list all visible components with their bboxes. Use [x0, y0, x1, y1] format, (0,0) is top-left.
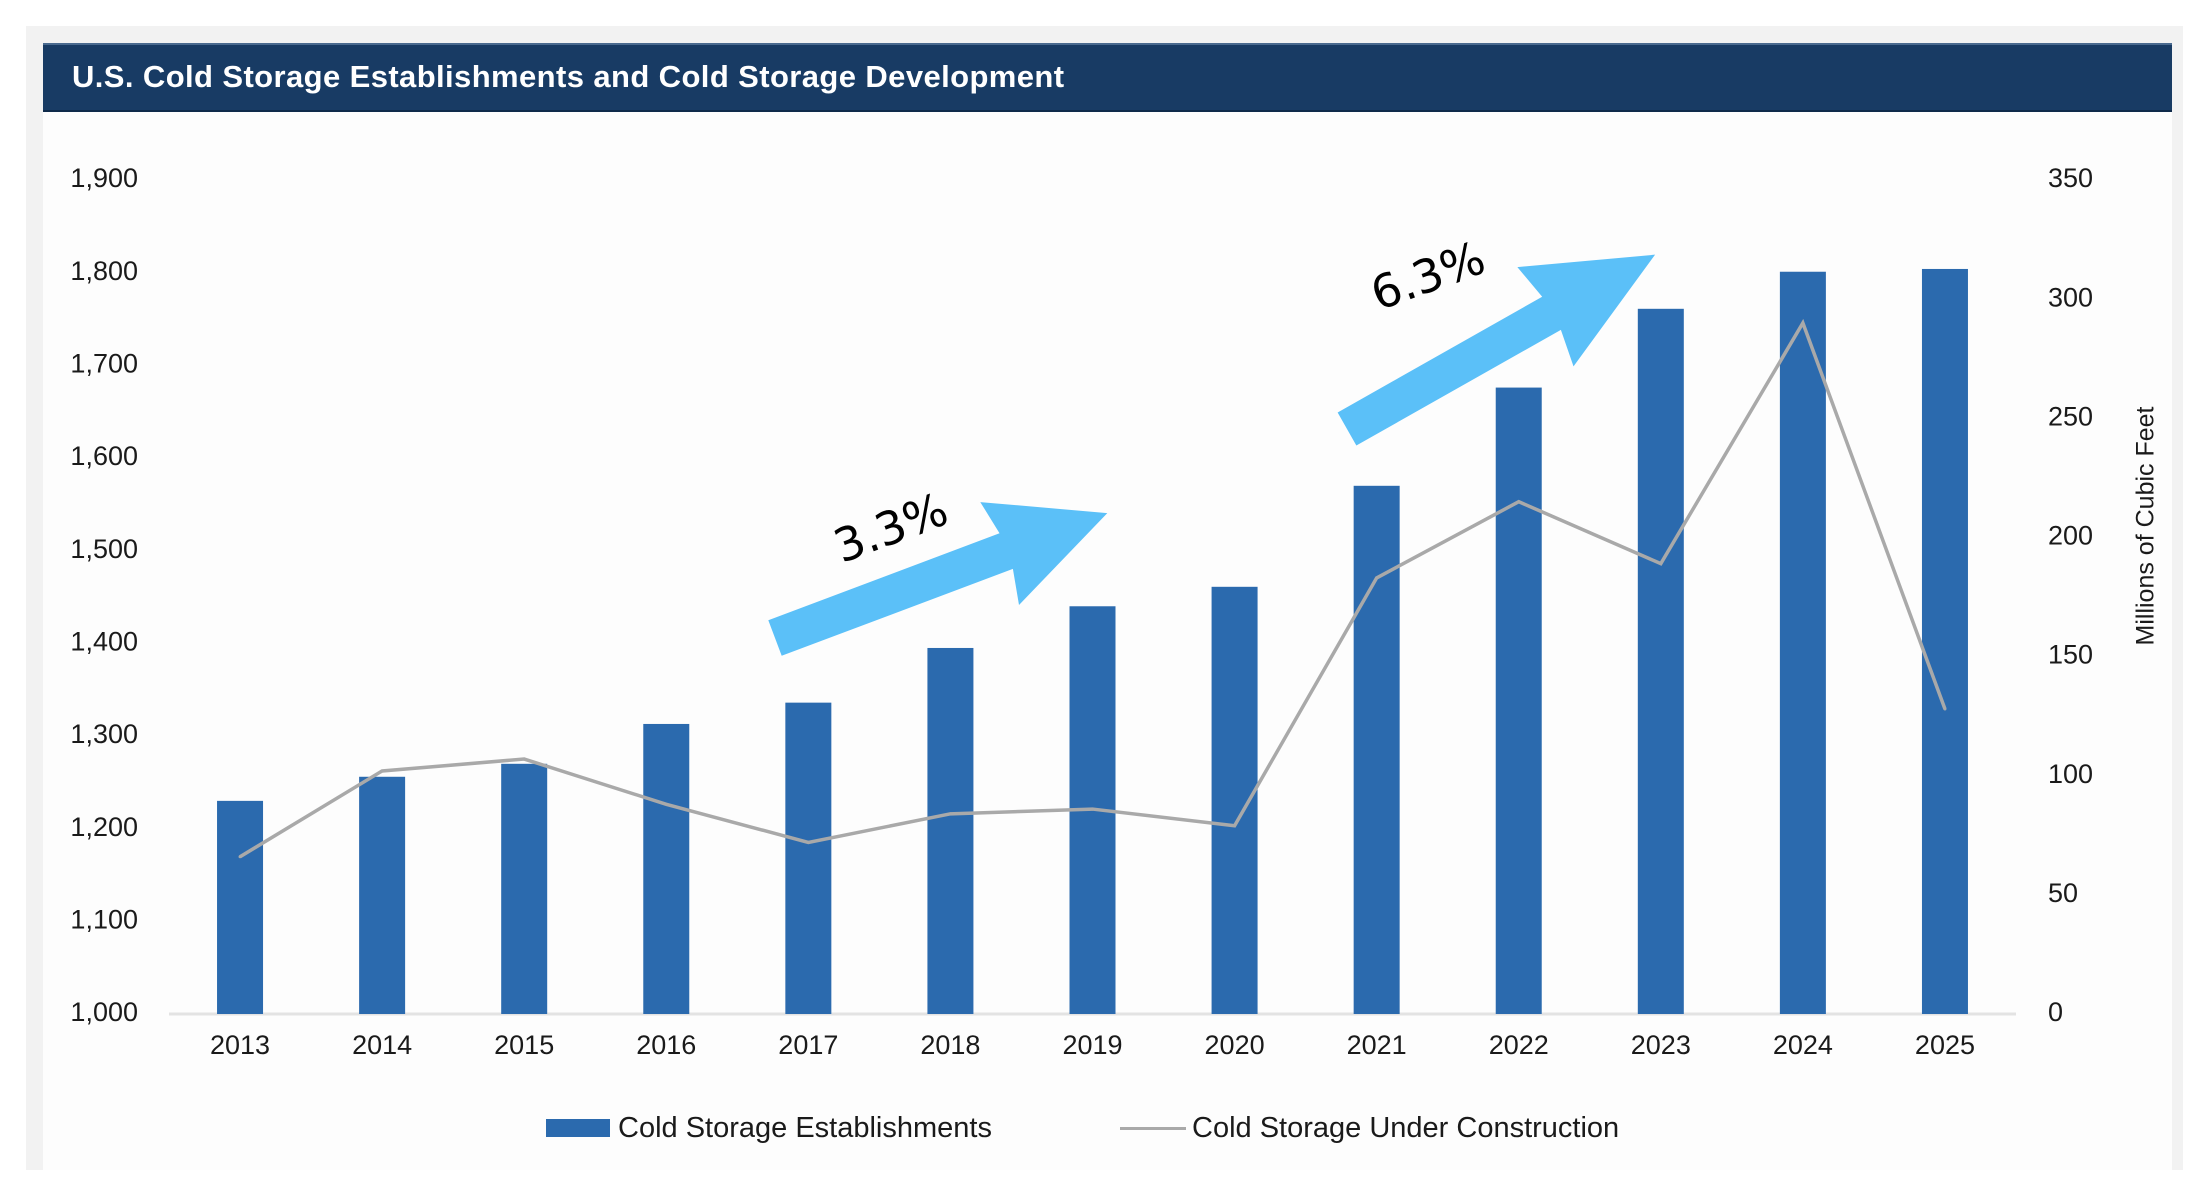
line-point-2014 — [380, 769, 384, 773]
line-point-2020 — [1233, 824, 1237, 828]
x-tick-label: 2024 — [1773, 1030, 1833, 1060]
x-axis: 2013 2014 2015 2016 2017 2018 2019 2020 2021 2022… — [210, 1030, 1975, 1060]
line-point-2016 — [664, 802, 668, 806]
line-point-2021 — [1375, 576, 1379, 580]
line-point-2023 — [1659, 562, 1663, 566]
left-tick-label: 1,300 — [70, 719, 138, 749]
line-point-2025 — [1943, 707, 1947, 711]
bar-2025 — [1921, 268, 1968, 1015]
line-point-2022 — [1517, 500, 1521, 504]
legend-item-establishments: Cold Storage Establishments — [546, 1106, 992, 1150]
x-tick-label: 2019 — [1062, 1030, 1122, 1060]
x-tick-label: 2014 — [352, 1030, 412, 1060]
arrow-6-3-shape — [1337, 254, 1656, 446]
right-tick-label: 250 — [2048, 401, 2093, 431]
title-bar: U.S. Cold Storage Establishments and Col… — [43, 43, 2172, 112]
bar-2023 — [1637, 308, 1684, 1015]
bar-2018 — [927, 647, 974, 1014]
growth-arrow-6-3 — [1337, 254, 1656, 446]
right-tick-label: 100 — [2048, 759, 2093, 789]
line-point-2024 — [1801, 321, 1805, 325]
left-tick-label: 1,100 — [70, 904, 138, 934]
bar-2016 — [643, 723, 690, 1014]
line-point-2015 — [522, 757, 526, 761]
bar-2013 — [217, 800, 264, 1014]
left-tick-label: 1,000 — [70, 997, 138, 1027]
legend-label-establishments: Cold Storage Establishments — [618, 1111, 992, 1144]
x-tick-label: 2020 — [1205, 1030, 1265, 1060]
right-tick-label: 150 — [2048, 640, 2093, 670]
line-point-2018 — [948, 812, 952, 816]
left-tick-label: 1,600 — [70, 441, 138, 471]
legend: Cold Storage Establishments Cold Storage… — [0, 1106, 2210, 1150]
left-axis: 1,000 1,100 1,200 1,300 1,400 1,500 1,600 1,700… — [70, 163, 138, 1027]
x-tick-label: 2022 — [1489, 1030, 1549, 1060]
arrow-3-3-shape — [768, 502, 1108, 656]
right-tick-label: 50 — [2048, 878, 2078, 908]
growth-arrow-3-3 — [768, 502, 1108, 656]
left-tick-label: 1,800 — [70, 256, 138, 286]
legend-swatch-bar — [546, 1119, 610, 1137]
left-tick-label: 1,900 — [70, 163, 138, 193]
bar-series — [217, 268, 1968, 1015]
legend-label-under-construction: Cold Storage Under Construction — [1192, 1111, 1620, 1144]
right-axis-title: Millions of Cubic Feet — [2132, 406, 2160, 645]
chart-title: U.S. Cold Storage Establishments and Col… — [72, 59, 1065, 94]
line-point-2019 — [1091, 807, 1094, 811]
x-tick-label: 2015 — [494, 1030, 554, 1060]
legend-swatch-line — [1120, 1126, 1186, 1130]
left-tick-label: 1,500 — [70, 534, 138, 564]
right-tick-label: 300 — [2048, 282, 2093, 312]
left-tick-label: 1,700 — [70, 348, 138, 378]
right-tick-label: 200 — [2048, 521, 2093, 551]
line-point-2017 — [806, 840, 810, 844]
right-tick-label: 0 — [2048, 997, 2063, 1027]
left-tick-label: 1,400 — [70, 626, 138, 656]
right-tick-label: 350 — [2048, 163, 2093, 193]
line-points — [238, 321, 1947, 859]
bar-2014 — [359, 776, 406, 1014]
x-tick-label: 2018 — [920, 1030, 980, 1060]
x-tick-label: 2021 — [1347, 1030, 1407, 1060]
right-axis: 0 50 100 150 200 250 300 350 — [2048, 163, 2093, 1027]
x-tick-label: 2017 — [778, 1030, 838, 1060]
bar-2024 — [1779, 271, 1826, 1014]
bar-2022 — [1495, 387, 1542, 1014]
bar-2015 — [501, 763, 548, 1014]
bar-2017 — [785, 702, 832, 1014]
bar-2021 — [1353, 485, 1400, 1014]
x-tick-label: 2023 — [1631, 1030, 1691, 1060]
line-point-2013 — [238, 855, 242, 859]
growth-label-6-3: 6.3% — [1364, 230, 1492, 321]
x-tick-label: 2025 — [1915, 1030, 1975, 1060]
x-tick-label: 2016 — [636, 1030, 696, 1060]
legend-item-under-construction: Cold Storage Under Construction — [1120, 1106, 1619, 1150]
x-tick-label: 2013 — [210, 1030, 270, 1060]
left-tick-label: 1,200 — [70, 812, 138, 842]
